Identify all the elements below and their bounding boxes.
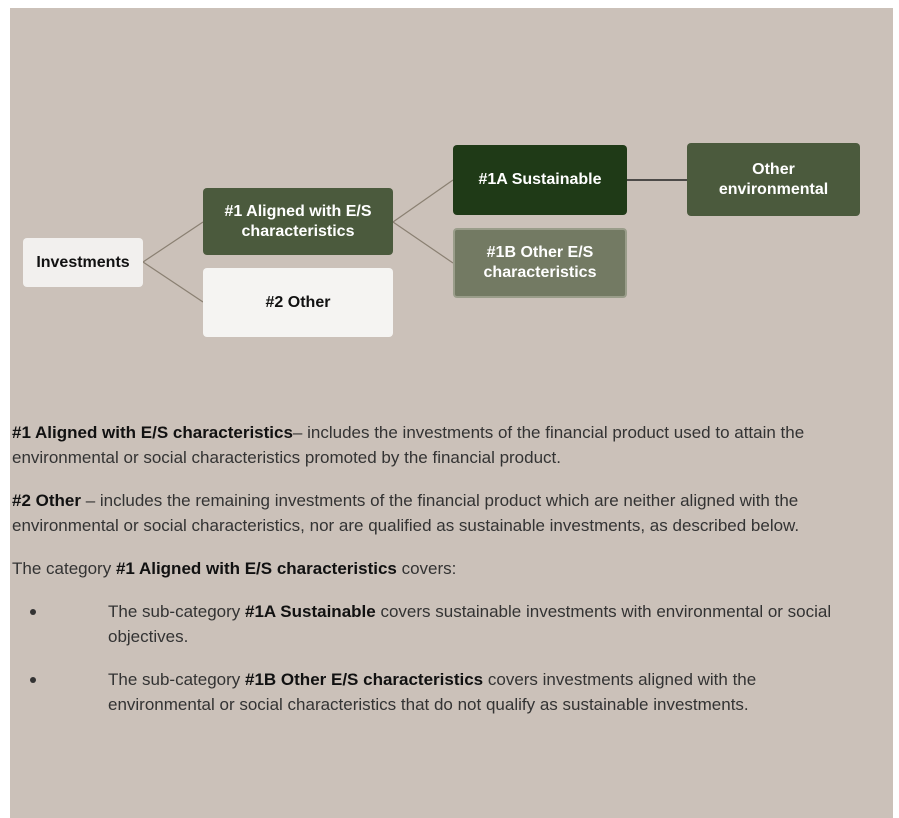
bullet-item: The sub-category #1A Sustainable covers …	[30, 599, 848, 649]
node-other-environmental: Other environmental	[687, 143, 860, 216]
bold-term: #1A Sustainable	[245, 602, 376, 621]
bullet-list: The sub-category #1A Sustainable covers …	[12, 599, 874, 717]
text-run: covers investments aligned with the envi…	[108, 670, 757, 714]
node-investments: Investments	[23, 238, 143, 287]
text-run: – includes the remaining investments of …	[12, 491, 800, 535]
connector	[142, 221, 204, 263]
bold-term: #1 Aligned with E/S characteristics	[115, 559, 397, 578]
text-run: The sub-category	[108, 602, 246, 621]
paragraph: #1 Aligned with E/S characteristics– inc…	[12, 420, 874, 470]
panel: Investments #1 Aligned with E/S characte…	[10, 8, 893, 818]
node-other: #2 Other	[203, 268, 393, 337]
node-aligned: #1 Aligned with E/S characteristics	[203, 188, 393, 255]
text-run: The category	[12, 559, 116, 578]
paragraph: The category #1 Aligned with E/S charact…	[12, 556, 874, 581]
bold-term: #2 Other	[12, 491, 81, 510]
bold-term: #1 Aligned with E/S characteristics	[12, 423, 293, 442]
connector	[142, 261, 204, 303]
bullet-item: The sub-category #1B Other E/S character…	[30, 667, 848, 717]
bold-term: #1B Other E/S characteristics	[245, 670, 484, 689]
connectors	[142, 179, 687, 303]
connector	[392, 179, 454, 223]
explanation: #1 Aligned with E/S characteristics– inc…	[12, 420, 874, 735]
node-sustainable: #1A Sustainable	[453, 145, 627, 215]
node-other-es: #1B Other E/S characteristics	[453, 228, 627, 298]
text-run: covers:	[396, 559, 457, 578]
text-run: covers sustainable investments with envi…	[108, 602, 832, 646]
paragraph: #2 Other – includes the remaining invest…	[12, 488, 874, 538]
text-run: – includes the investments of the financ…	[12, 423, 805, 467]
connector	[392, 221, 454, 264]
text-run: The sub-category	[108, 670, 246, 689]
